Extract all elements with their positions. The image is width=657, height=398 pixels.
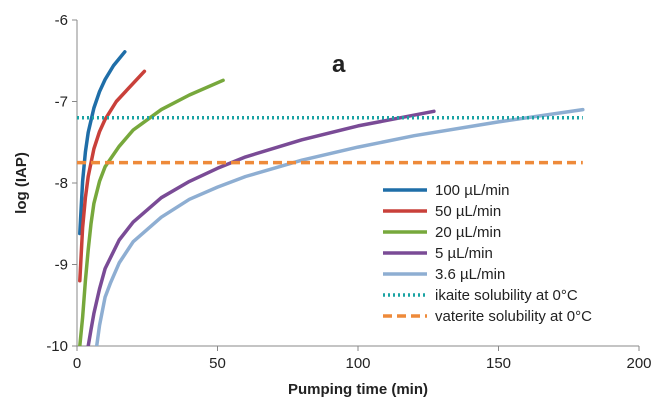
legend-label: 5 µL/min — [435, 245, 493, 262]
x-axis-title: Pumping time (min) — [288, 381, 428, 398]
x-tick-label: 150 — [486, 355, 511, 372]
x-ticks: 0 50 100 150 200 — [73, 346, 652, 372]
y-axis-title: log (IAP) — [13, 152, 30, 214]
y-ticks: -10 -9 -8 -7 -6 — [46, 12, 77, 355]
legend-label: 50 µL/min — [435, 203, 501, 220]
y-tick-label: -10 — [46, 338, 68, 355]
y-tick-label: -7 — [55, 94, 68, 111]
y-tick-label: -6 — [55, 12, 68, 29]
x-tick-label: 100 — [345, 355, 370, 372]
x-tick-label: 0 — [73, 355, 81, 372]
series-lines — [77, 50, 585, 346]
legend-label: 3.6 µL/min — [435, 266, 505, 283]
legend-label: vaterite solubility at 0°C — [435, 308, 592, 325]
legend-label: ikaite solubility at 0°C — [435, 287, 578, 304]
legend-label: 20 µL/min — [435, 224, 501, 241]
legend-label: 100 µL/min — [435, 182, 510, 199]
panel-label: a — [332, 51, 346, 78]
x-tick-label: 50 — [209, 355, 226, 372]
y-tick-label: -9 — [55, 257, 68, 274]
y-tick-label: -8 — [55, 175, 68, 192]
series-line-4 — [94, 107, 585, 346]
series-line-1 — [78, 69, 147, 283]
series-line-0 — [78, 50, 127, 236]
legend: 100 µL/min 50 µL/min 20 µL/min 5 µL/min 3.6 … — [383, 182, 592, 325]
series-line-3 — [86, 109, 436, 346]
x-tick-label: 200 — [626, 355, 651, 372]
series-line-2 — [78, 78, 225, 346]
